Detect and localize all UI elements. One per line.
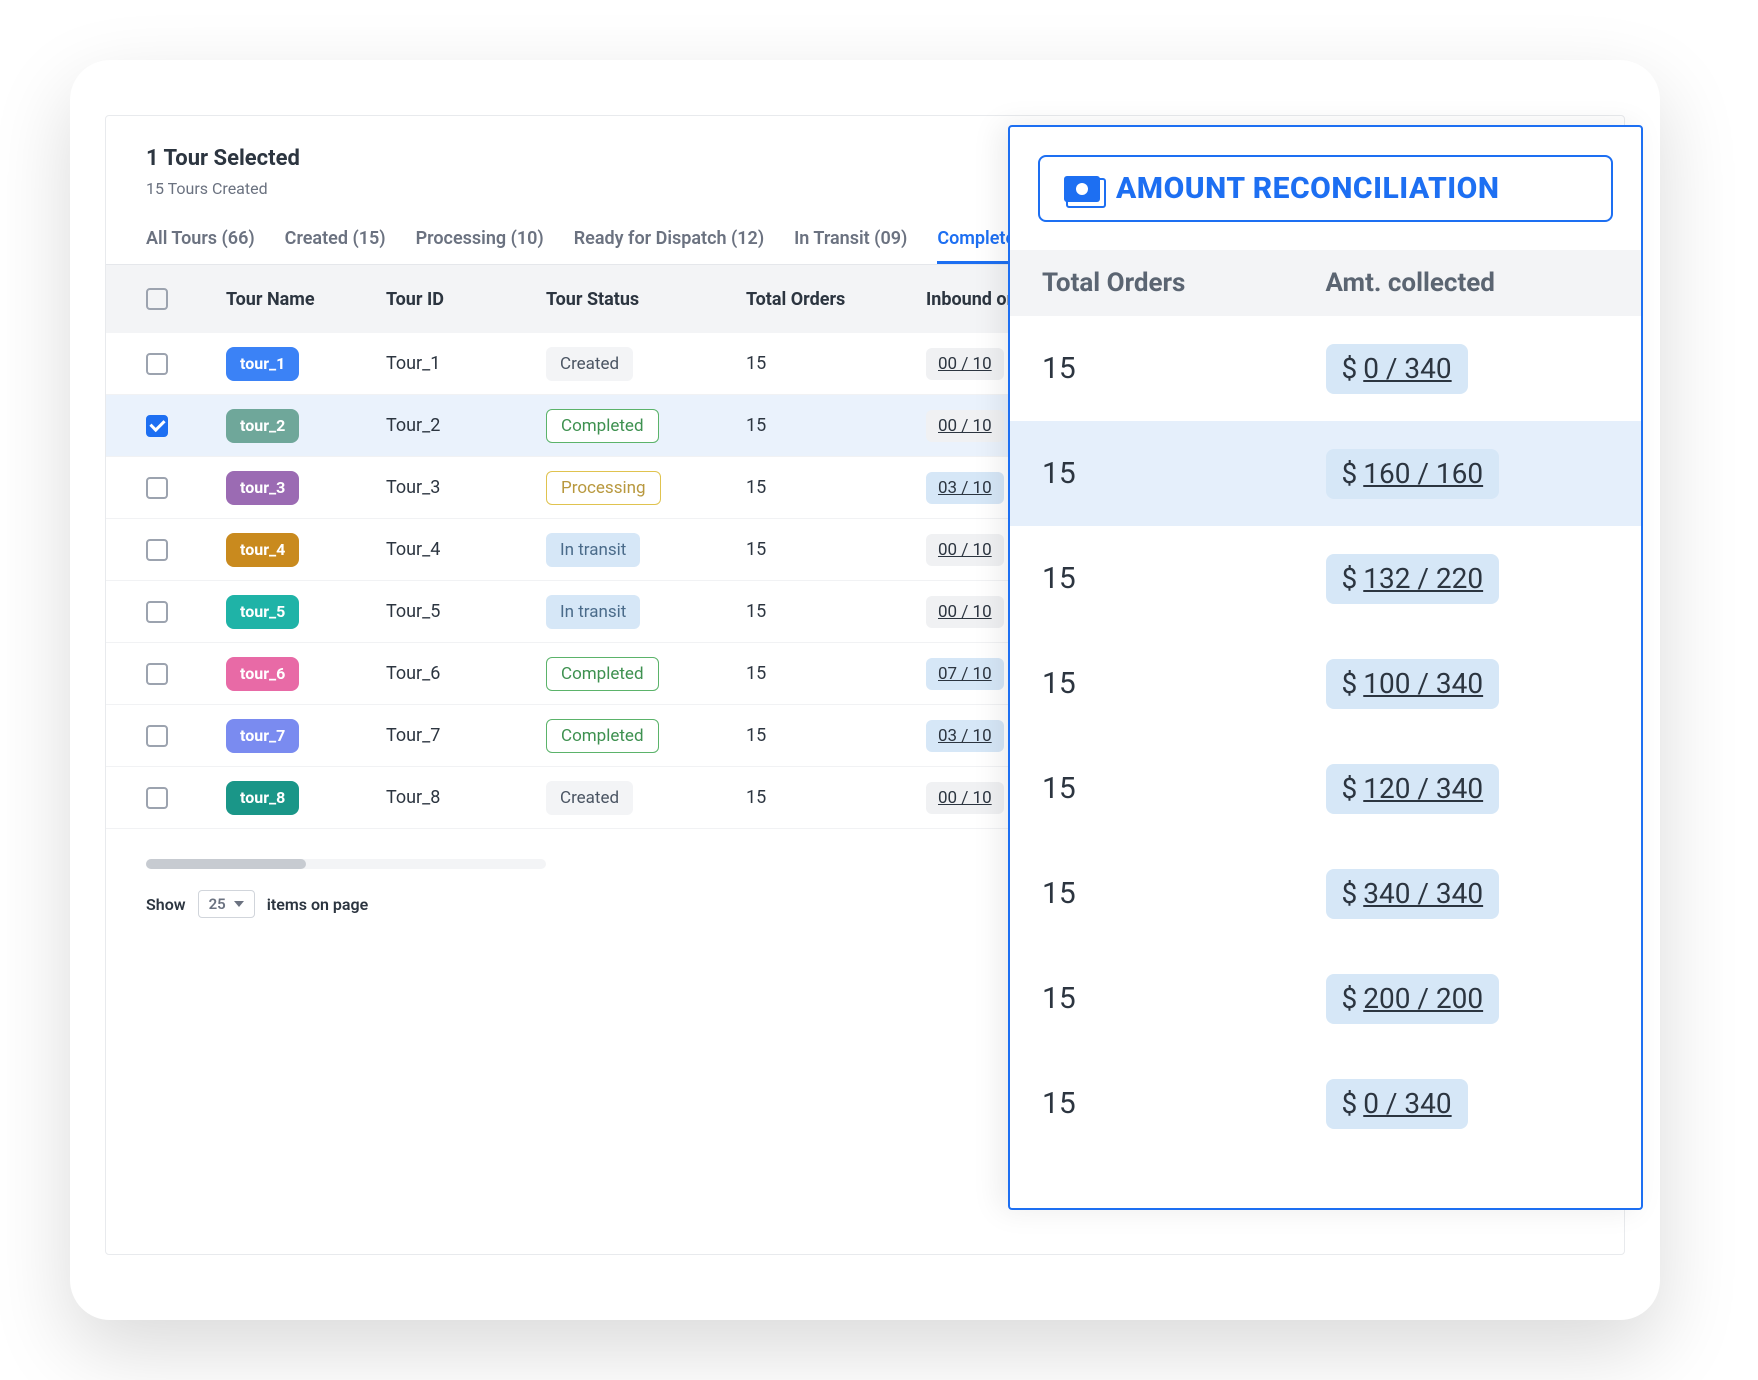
row-checkbox[interactable] bbox=[146, 787, 168, 809]
amount-collected-pill[interactable]: $ 120 / 340 bbox=[1326, 764, 1500, 814]
select-all-checkbox[interactable] bbox=[146, 288, 168, 310]
total-orders-cell: 15 bbox=[746, 539, 926, 560]
tour-status-pill: Completed bbox=[546, 657, 659, 691]
amount-collected-pill[interactable]: $ 0 / 340 bbox=[1326, 1079, 1468, 1129]
total-orders-cell: 15 bbox=[746, 353, 926, 374]
tour-status-pill: Completed bbox=[546, 409, 659, 443]
amount-collected-pill[interactable]: $ 100 / 340 bbox=[1326, 659, 1500, 709]
items-on-page-label: items on page bbox=[267, 895, 369, 914]
show-label: Show bbox=[146, 895, 186, 914]
recon-row: 15$ 100 / 340 bbox=[1010, 631, 1641, 736]
recon-col-amt: Amt. collected bbox=[1326, 268, 1610, 298]
tour-status-pill: In transit bbox=[546, 595, 640, 629]
inbound-orders-pill[interactable]: 00 / 10 bbox=[926, 782, 1004, 814]
col-tour-name: Tour Name bbox=[226, 289, 386, 310]
inbound-orders-pill[interactable]: 00 / 10 bbox=[926, 410, 1004, 442]
scrollbar-thumb[interactable] bbox=[146, 859, 306, 869]
row-checkbox[interactable] bbox=[146, 601, 168, 623]
inbound-orders-pill[interactable]: 07 / 10 bbox=[926, 658, 1004, 690]
tour-status-pill: Created bbox=[546, 781, 633, 815]
items-per-page-select[interactable]: 25 bbox=[198, 890, 255, 918]
recon-total-cell: 15 bbox=[1042, 351, 1326, 386]
recon-row: 15$ 0 / 340 bbox=[1010, 316, 1641, 421]
row-checkbox[interactable] bbox=[146, 539, 168, 561]
recon-row: 15$ 340 / 340 bbox=[1010, 841, 1641, 946]
horizontal-scrollbar[interactable] bbox=[146, 859, 546, 869]
amount-collected-pill[interactable]: $ 340 / 340 bbox=[1326, 869, 1500, 919]
tour-id-cell: Tour_2 bbox=[386, 415, 546, 436]
recon-row: 15$ 132 / 220 bbox=[1010, 526, 1641, 631]
recon-row: 15$ 160 / 160 bbox=[1010, 421, 1641, 526]
row-checkbox[interactable] bbox=[146, 477, 168, 499]
tour-name-badge: tour_8 bbox=[226, 781, 299, 815]
col-tour-id: Tour ID bbox=[386, 289, 546, 310]
total-orders-cell: 15 bbox=[746, 663, 926, 684]
tour-id-cell: Tour_4 bbox=[386, 539, 546, 560]
row-checkbox[interactable] bbox=[146, 353, 168, 375]
total-orders-cell: 15 bbox=[746, 725, 926, 746]
items-per-page-value: 25 bbox=[209, 895, 226, 913]
reconciliation-panel: AMOUNT RECONCILIATION Total Orders Amt. … bbox=[1008, 125, 1643, 1210]
row-checkbox[interactable] bbox=[146, 415, 168, 437]
recon-total-cell: 15 bbox=[1042, 876, 1326, 911]
tour-id-cell: Tour_1 bbox=[386, 353, 546, 374]
tour-name-badge: tour_4 bbox=[226, 533, 299, 567]
reconciliation-title-box: AMOUNT RECONCILIATION bbox=[1038, 155, 1613, 222]
tour-id-cell: Tour_3 bbox=[386, 477, 546, 498]
tour-id-cell: Tour_7 bbox=[386, 725, 546, 746]
tab-2[interactable]: Processing (10) bbox=[416, 228, 544, 264]
tab-3[interactable]: Ready for Dispatch (12) bbox=[574, 228, 764, 264]
recon-total-cell: 15 bbox=[1042, 771, 1326, 806]
recon-row: 15$ 0 / 340 bbox=[1010, 1051, 1641, 1156]
col-tour-status: Tour Status bbox=[546, 289, 746, 310]
tour-status-pill: Processing bbox=[546, 471, 661, 505]
tour-id-cell: Tour_6 bbox=[386, 663, 546, 684]
recon-total-cell: 15 bbox=[1042, 981, 1326, 1016]
tour-status-pill: In transit bbox=[546, 533, 640, 567]
recon-col-total: Total Orders bbox=[1042, 268, 1326, 298]
recon-row: 15$ 120 / 340 bbox=[1010, 736, 1641, 841]
tab-0[interactable]: All Tours (66) bbox=[146, 228, 255, 264]
tour-name-badge: tour_5 bbox=[226, 595, 299, 629]
recon-row: 15$ 200 / 200 bbox=[1010, 946, 1641, 1051]
total-orders-cell: 15 bbox=[746, 477, 926, 498]
row-checkbox[interactable] bbox=[146, 663, 168, 685]
tour-id-cell: Tour_5 bbox=[386, 601, 546, 622]
reconciliation-header-row: Total Orders Amt. collected bbox=[1010, 250, 1641, 316]
amount-collected-pill[interactable]: $ 0 / 340 bbox=[1326, 344, 1468, 394]
inbound-orders-pill[interactable]: 03 / 10 bbox=[926, 472, 1004, 504]
reconciliation-title: AMOUNT RECONCILIATION bbox=[1116, 171, 1499, 206]
tour-status-pill: Completed bbox=[546, 719, 659, 753]
tour-name-badge: tour_6 bbox=[226, 657, 299, 691]
recon-total-cell: 15 bbox=[1042, 1086, 1326, 1121]
recon-total-cell: 15 bbox=[1042, 456, 1326, 491]
amount-collected-pill[interactable]: $ 160 / 160 bbox=[1326, 449, 1500, 499]
inbound-orders-pill[interactable]: 03 / 10 bbox=[926, 720, 1004, 752]
tour-name-badge: tour_3 bbox=[226, 471, 299, 505]
recon-total-cell: 15 bbox=[1042, 666, 1326, 701]
amount-collected-pill[interactable]: $ 132 / 220 bbox=[1326, 554, 1500, 604]
tour-name-badge: tour_7 bbox=[226, 719, 299, 753]
tour-name-badge: tour_1 bbox=[226, 347, 299, 381]
col-total-orders: Total Orders bbox=[746, 289, 926, 310]
row-checkbox[interactable] bbox=[146, 725, 168, 747]
tour-status-pill: Created bbox=[546, 347, 633, 381]
inbound-orders-pill[interactable]: 00 / 10 bbox=[926, 348, 1004, 380]
total-orders-cell: 15 bbox=[746, 415, 926, 436]
inbound-orders-pill[interactable]: 00 / 10 bbox=[926, 534, 1004, 566]
money-icon bbox=[1064, 176, 1100, 202]
tour-name-badge: tour_2 bbox=[226, 409, 299, 443]
total-orders-cell: 15 bbox=[746, 787, 926, 808]
tab-1[interactable]: Created (15) bbox=[285, 228, 386, 264]
tab-4[interactable]: In Transit (09) bbox=[794, 228, 907, 264]
recon-total-cell: 15 bbox=[1042, 561, 1326, 596]
inbound-orders-pill[interactable]: 00 / 10 bbox=[926, 596, 1004, 628]
total-orders-cell: 15 bbox=[746, 601, 926, 622]
tour-id-cell: Tour_8 bbox=[386, 787, 546, 808]
chevron-down-icon bbox=[234, 901, 244, 907]
amount-collected-pill[interactable]: $ 200 / 200 bbox=[1326, 974, 1500, 1024]
